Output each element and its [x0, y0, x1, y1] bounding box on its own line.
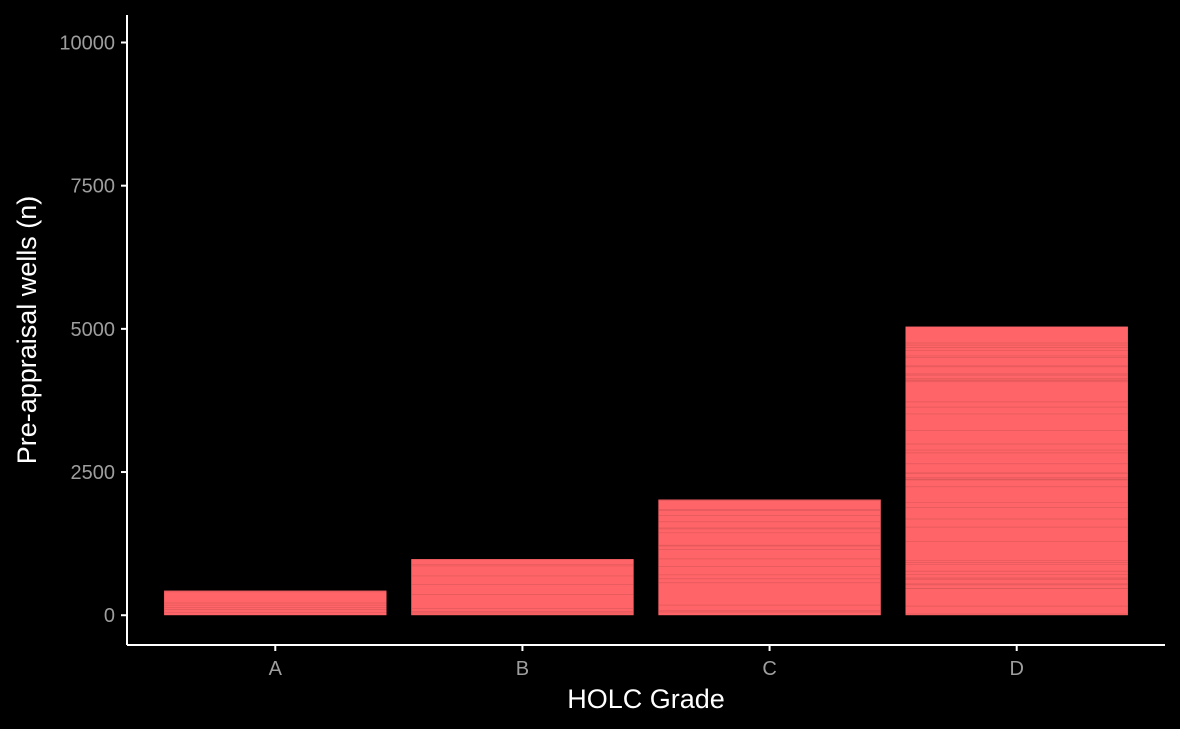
- bar-c: [658, 499, 881, 616]
- x-axis-title: HOLC Grade: [567, 684, 725, 714]
- bar-rect: [905, 326, 1128, 616]
- x-axis: A B C D: [127, 644, 1165, 680]
- y-tick-label: 7500: [71, 176, 116, 198]
- x-tick-label: B: [516, 658, 529, 680]
- x-tick-label: D: [1009, 658, 1023, 680]
- y-tick-label: 0: [104, 605, 115, 627]
- y-tick-label: 2500: [71, 462, 116, 484]
- bar-d: [905, 326, 1128, 616]
- bar-rect: [658, 499, 881, 616]
- x-tick-label: A: [269, 658, 283, 680]
- y-tick-label: 5000: [71, 319, 116, 341]
- bar-b: [411, 559, 634, 616]
- y-axis: 0 2500 5000 7500 10000: [59, 15, 128, 645]
- y-axis-title: Pre-appraisal wells (n): [12, 196, 42, 465]
- bar-rect: [411, 559, 634, 616]
- y-tick-label: 10000: [59, 32, 115, 54]
- x-tick-label: C: [762, 658, 776, 680]
- bars-group: [164, 326, 1128, 616]
- bar-a: [164, 590, 387, 616]
